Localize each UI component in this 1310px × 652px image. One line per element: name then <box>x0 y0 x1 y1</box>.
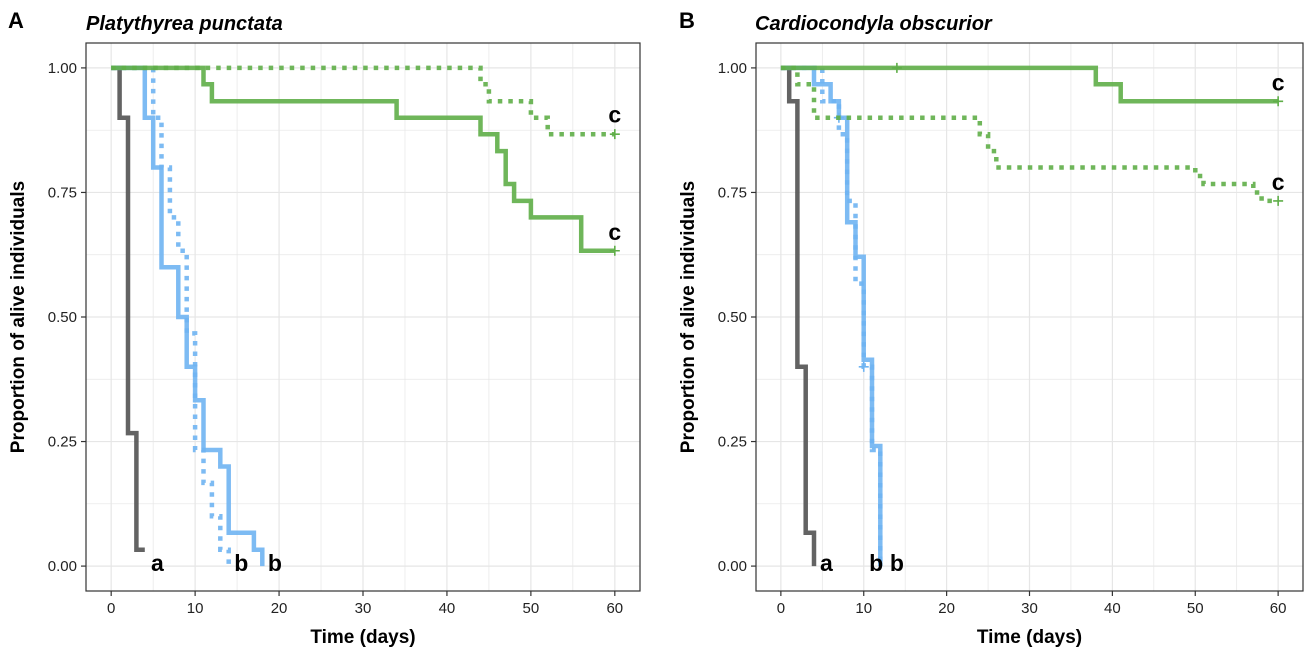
censor-mark <box>609 129 620 140</box>
survival-curve-series-3-solid <box>780 65 1279 104</box>
x-tick-label: 20 <box>271 600 288 617</box>
censor-mark <box>609 245 620 256</box>
x-tick-label: 30 <box>1021 600 1038 617</box>
panel-letter-a: A <box>8 8 24 33</box>
significance-letter: c <box>608 102 621 128</box>
survival-curve-series-4-dotted <box>780 65 1279 204</box>
x-tick-label: 20 <box>938 600 955 617</box>
y-tick-label: 0.00 <box>48 558 77 575</box>
significance-letter: b <box>869 550 883 576</box>
x-axis-label-b: Time (days) <box>977 627 1082 648</box>
survival-curve-series-2-dotted <box>780 65 883 567</box>
x-tick-label: 50 <box>523 600 540 617</box>
survival-curves-b <box>780 62 1284 567</box>
survival-curve-series-1-solid <box>111 65 265 567</box>
y-tick-label: 0.50 <box>48 309 77 326</box>
x-tick-label: 10 <box>855 600 872 617</box>
survival-curve-series-0-solid <box>780 65 817 567</box>
x-tick-label: 40 <box>439 600 456 617</box>
y-axis-label-a: Proportion of alive individuals <box>8 181 29 453</box>
significance-labels-b: a b b c c <box>820 69 1285 576</box>
y-tick-label: 1.00 <box>718 60 747 77</box>
significance-letter: b <box>268 550 282 576</box>
y-tick-label: 0.75 <box>718 184 747 201</box>
x-tick-label: 30 <box>355 600 372 617</box>
gridlines-b <box>756 43 1303 591</box>
significance-letter: b <box>890 550 904 576</box>
censor-mark <box>891 62 902 73</box>
significance-letter: c <box>1272 169 1285 195</box>
survival-curve-series-3-solid <box>111 65 615 253</box>
panel-letter-b: B <box>679 8 695 33</box>
panel-a: A Platythyrea punctata 0 10 20 30 40 50 60 0.00… <box>8 8 641 648</box>
x-tick-label: 50 <box>1187 600 1204 617</box>
axis-ticks-b: 0 10 20 30 40 50 60 0.00 0.25 0.50 0.75 1.00 <box>718 60 1287 617</box>
significance-letter: c <box>1272 69 1285 95</box>
survival-curve-series-4-dotted <box>111 65 615 137</box>
panel-b: B Cardiocondyla obscurior 0 10 20 30 40 50 600… <box>678 8 1304 648</box>
y-tick-label: 0.75 <box>48 184 77 201</box>
x-tick-label: 60 <box>1270 600 1287 617</box>
y-tick-label: 0.25 <box>718 434 747 451</box>
survival-curve-series-2-dotted <box>111 65 231 567</box>
x-tick-label: 0 <box>107 600 115 617</box>
panel-title-b: Cardiocondyla obscurior <box>755 13 993 35</box>
panel-title-a: Platythyrea punctata <box>86 13 283 35</box>
x-tick-label: 40 <box>1104 600 1121 617</box>
significance-letter: b <box>234 550 248 576</box>
x-axis-label-a: Time (days) <box>310 627 415 648</box>
x-tick-label: 60 <box>606 600 623 617</box>
x-tick-label: 10 <box>187 600 204 617</box>
y-tick-label: 0.25 <box>48 434 77 451</box>
y-axis-label-b: Proportion of alive individuals <box>678 181 699 453</box>
x-tick-label: 0 <box>777 600 785 617</box>
significance-labels-a: a b b c c <box>151 102 621 576</box>
axis-ticks-a: 0 10 20 30 40 50 60 0.00 0.25 0.50 0.75 1.00 <box>48 60 623 617</box>
survival-curve-series-0-solid <box>111 65 145 552</box>
censor-mark <box>1273 96 1284 107</box>
y-tick-label: 0.50 <box>718 309 747 326</box>
survival-curves-a <box>111 65 620 567</box>
y-tick-label: 1.00 <box>48 60 77 77</box>
significance-letter: a <box>151 550 164 576</box>
censor-mark <box>1273 195 1284 206</box>
gridlines-a <box>86 43 640 591</box>
significance-letter: c <box>608 219 621 245</box>
y-tick-label: 0.00 <box>718 558 747 575</box>
significance-letter: a <box>820 550 833 576</box>
